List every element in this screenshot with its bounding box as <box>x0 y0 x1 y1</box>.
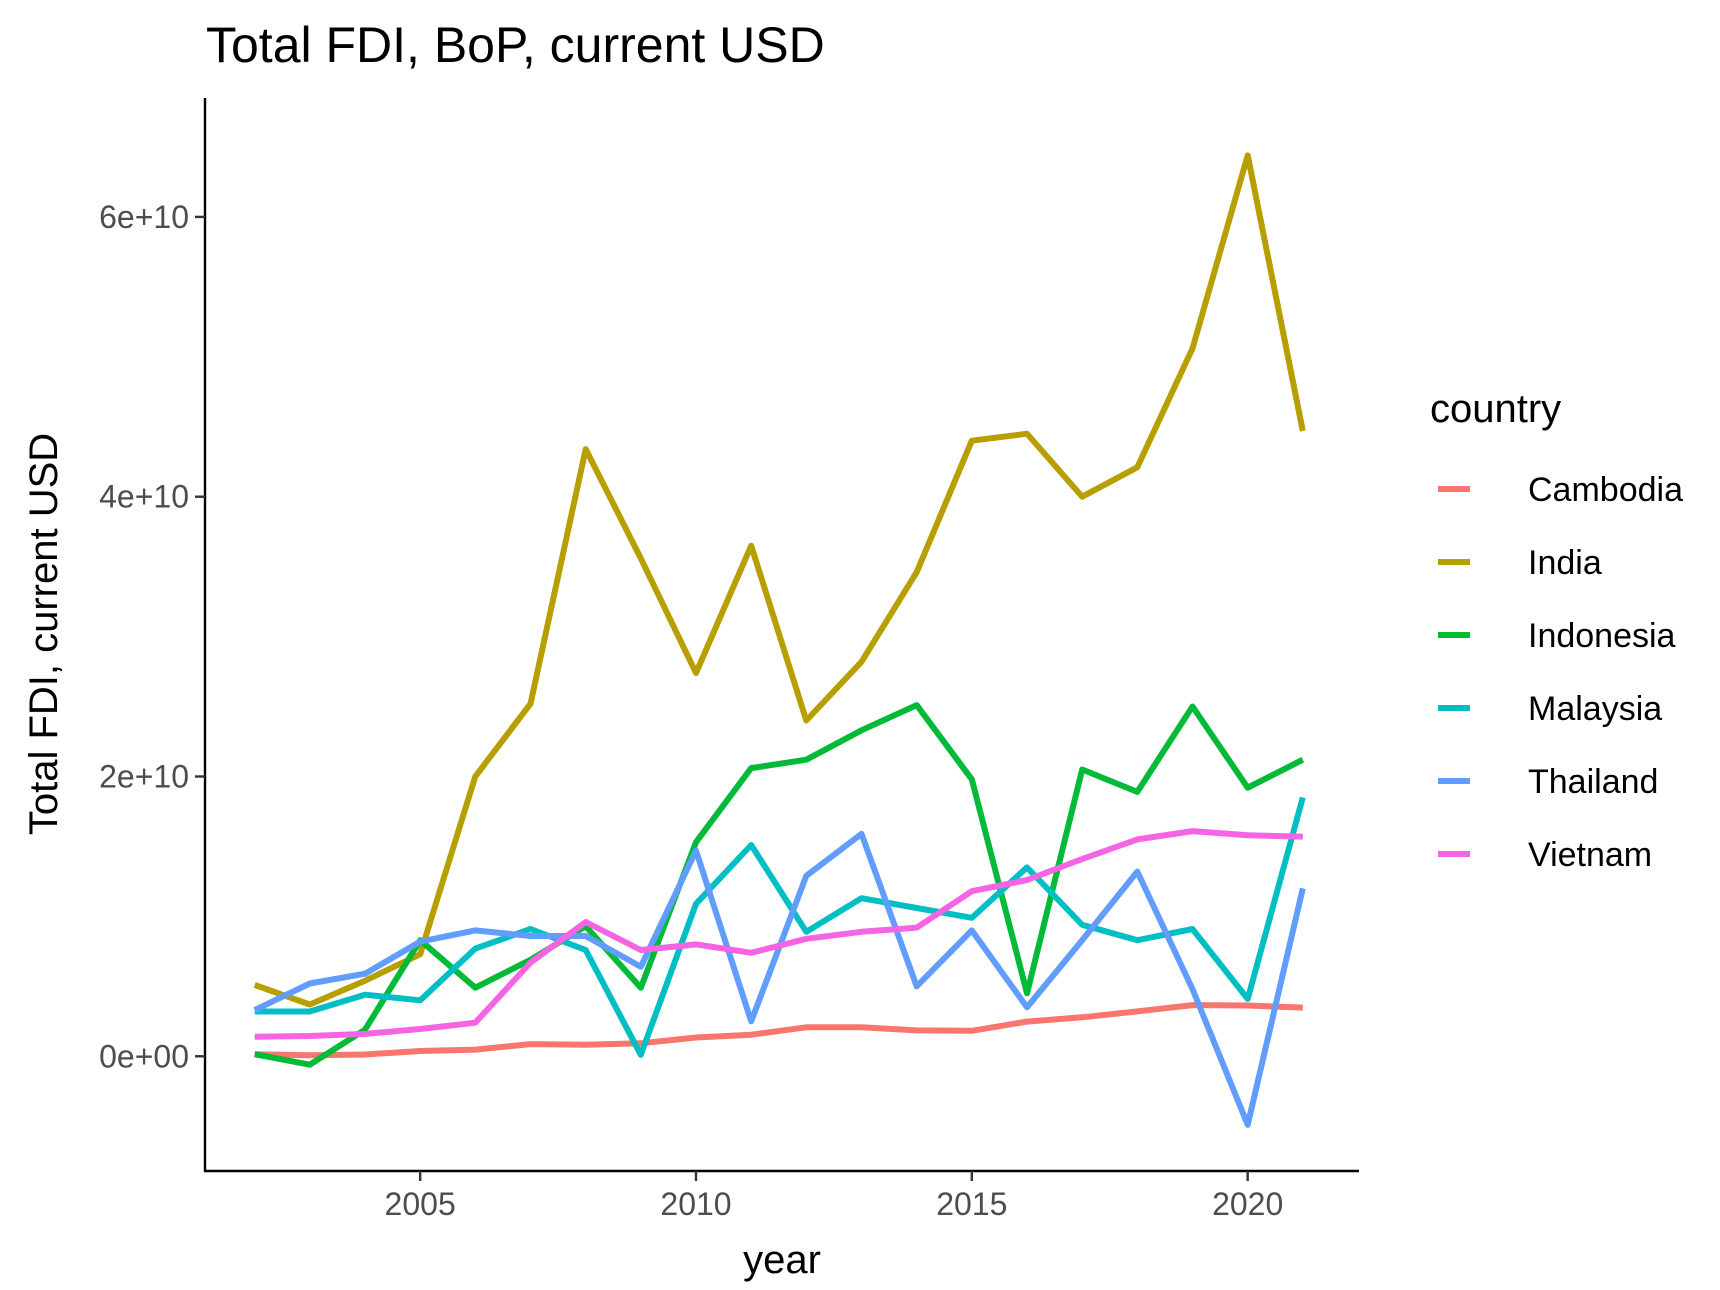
series-line-malaysia <box>254 796 1306 1058</box>
series-line-vietnam <box>254 828 1303 1040</box>
legend-title: country <box>1430 387 1561 431</box>
y-axis-ticks: 0e+00 2e+10 4e+10 6e+10 <box>99 199 205 1074</box>
plot-area: 2005 2010 2015 2020 0e+00 2e+10 4e+10 6e+10 <box>99 98 1359 1222</box>
series-line-cambodia <box>254 1002 1303 1059</box>
legend-label-india: India <box>1528 544 1602 582</box>
legend-item-thailand: Thailand <box>1438 763 1658 801</box>
y-tick-label: 2e+10 <box>99 758 189 794</box>
legend-label-thailand: Thailand <box>1528 763 1658 801</box>
x-tick-label: 2005 <box>385 1186 456 1222</box>
series-layer <box>253 152 1306 1128</box>
series-line-indonesia <box>254 702 1305 1068</box>
legend-items: Cambodia India Indonesia Malaysia Thailand Vi… <box>1438 471 1683 874</box>
x-tick-label: 2020 <box>1212 1186 1283 1222</box>
legend-label-vietnam: Vietnam <box>1528 836 1652 874</box>
x-tick-label: 2015 <box>936 1186 1007 1222</box>
series-line-india <box>253 152 1306 1008</box>
legend-label-malaysia: Malaysia <box>1528 690 1662 728</box>
y-tick-label: 6e+10 <box>99 199 189 235</box>
legend-label-cambodia: Cambodia <box>1528 471 1683 509</box>
y-tick-label: 0e+00 <box>99 1038 189 1074</box>
series-line-thailand <box>253 830 1306 1128</box>
y-axis-title: Total FDI, current USD <box>22 433 66 835</box>
legend-item-indonesia: Indonesia <box>1438 617 1676 655</box>
x-axis-ticks: 2005 2010 2015 2020 <box>385 1171 1283 1222</box>
legend-item-india: India <box>1438 544 1602 582</box>
legend-label-indonesia: Indonesia <box>1528 617 1676 655</box>
x-axis-title: year <box>743 1238 821 1282</box>
chart-title: Total FDI, BoP, current USD <box>206 17 825 73</box>
legend-item-vietnam: Vietnam <box>1438 836 1652 874</box>
legend-item-cambodia: Cambodia <box>1438 471 1683 509</box>
y-tick-label: 4e+10 <box>99 479 189 515</box>
x-tick-label: 2010 <box>660 1186 731 1222</box>
legend-item-malaysia: Malaysia <box>1438 690 1662 728</box>
legend: country Cambodia India Indonesia Malaysia Th… <box>1430 387 1683 874</box>
